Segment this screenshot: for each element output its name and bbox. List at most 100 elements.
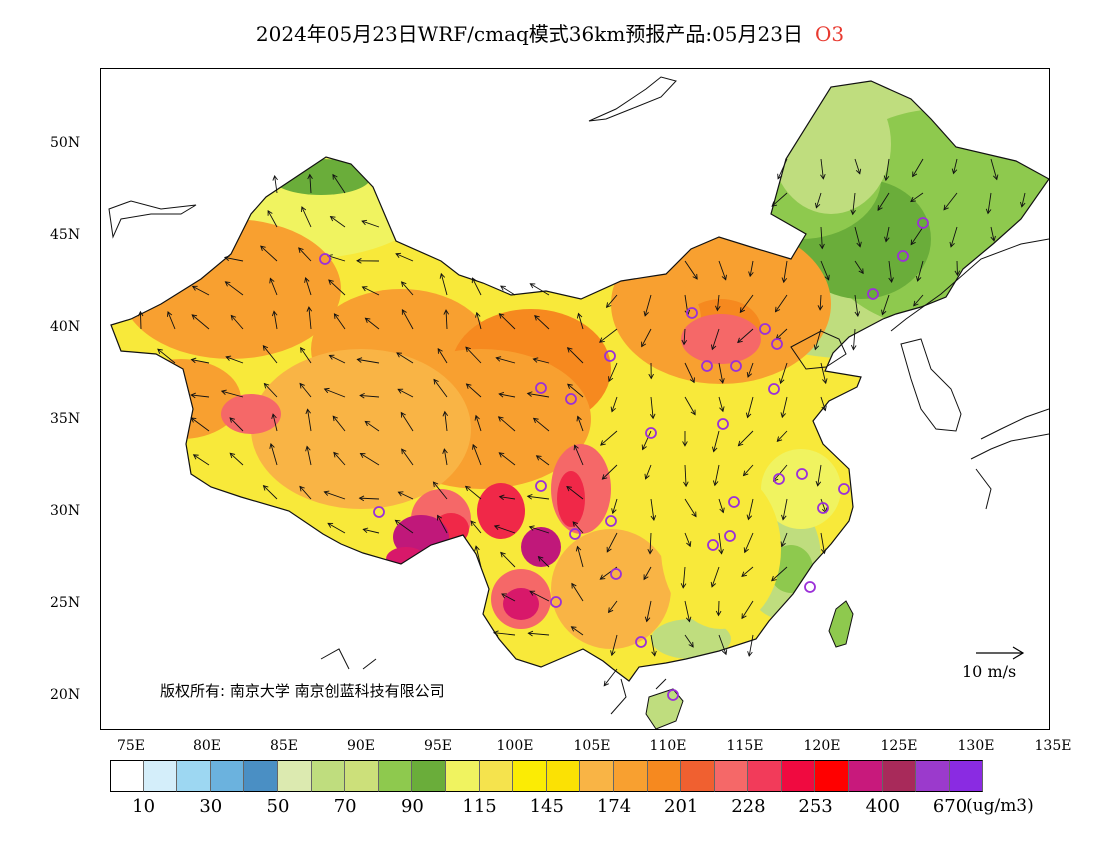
wind-vector	[777, 158, 788, 180]
ozone-concentration-map	[108, 76, 1049, 729]
concentration-region	[551, 529, 671, 649]
wind-vector	[647, 532, 654, 555]
wind-vector	[305, 445, 312, 466]
wind-vector	[813, 328, 822, 351]
lon-label: 90E	[346, 738, 376, 754]
wind-vector	[364, 420, 380, 432]
city-marker-fuzhou	[804, 581, 816, 593]
wind-vector	[362, 527, 380, 534]
concentration-region	[761, 449, 841, 529]
legend-tick-label: 10	[132, 796, 156, 817]
hainan-shape	[645, 688, 684, 729]
city-marker-zhengzhou	[717, 418, 729, 430]
wind-vector	[605, 294, 618, 308]
wind-vector	[780, 396, 788, 419]
wind-vector	[949, 226, 958, 248]
wind-vector	[305, 408, 312, 432]
wind-vector	[471, 277, 482, 296]
city-marker-lanzhou	[565, 393, 577, 405]
concentration-region	[681, 314, 761, 364]
concentration-region	[386, 547, 426, 571]
wind-vector	[300, 346, 312, 364]
balkhash-outline	[108, 200, 197, 239]
legend-tick-label: 70	[333, 796, 357, 817]
wind-vector	[601, 464, 618, 480]
legend-tick-label: 174	[596, 796, 632, 817]
wind-vector	[644, 600, 652, 623]
wind-vector	[498, 494, 516, 501]
wind-vector	[534, 315, 550, 330]
wind-vector	[190, 417, 210, 432]
wind-vector	[718, 362, 725, 384]
wind-vector	[603, 668, 618, 687]
concentration-region	[503, 588, 539, 620]
wind-vector	[465, 383, 482, 398]
wind-vector	[854, 260, 864, 275]
wind-vector	[307, 173, 313, 194]
wind-vector	[710, 566, 720, 588]
legend-unit: (ug/m3)	[966, 796, 1034, 816]
wind-vector	[684, 634, 694, 648]
japan-coast	[970, 408, 1049, 510]
wind-vector	[401, 308, 414, 330]
concentration-region	[521, 527, 561, 567]
wind-vector	[364, 317, 380, 330]
wind-vector	[684, 396, 696, 416]
wind-vector	[649, 396, 656, 420]
city-markers	[319, 217, 929, 701]
wind-vector	[854, 226, 862, 248]
wind-vector	[356, 357, 380, 364]
wind-vector	[748, 260, 754, 278]
wind-vector	[400, 281, 414, 296]
legend-swatch	[110, 760, 144, 792]
wind-vector	[323, 387, 346, 398]
lon-label: 135E	[1034, 738, 1072, 754]
legend-swatch	[412, 760, 446, 792]
gulf-of-tonkin-coast	[610, 678, 667, 715]
wind-vector	[333, 451, 346, 466]
wind-vector	[571, 582, 584, 602]
wind-vector	[710, 328, 720, 351]
city-marker-taiyuan	[701, 360, 713, 372]
wind-vector	[990, 158, 999, 181]
wind-vector	[442, 410, 449, 432]
city-marker-xi-an	[645, 427, 657, 439]
wind-vector	[401, 448, 414, 466]
southeast-asia-coast	[320, 648, 377, 670]
city-marker-beijing	[759, 323, 771, 335]
wind-vector	[746, 498, 754, 521]
lon-label: 75E	[116, 738, 146, 754]
city-marker-lhasa	[373, 506, 385, 518]
legend-tick-label: 90	[400, 796, 424, 817]
wind-vector	[474, 414, 482, 432]
wind-vector	[951, 158, 958, 175]
wind-vector	[358, 495, 380, 502]
wind-vector	[361, 286, 380, 296]
wind-vector	[271, 310, 278, 330]
legend-swatch	[479, 760, 514, 792]
wind-vector	[437, 347, 448, 364]
concentration-region	[477, 483, 525, 539]
wind-vector	[465, 346, 482, 364]
legend-swatch	[177, 760, 211, 792]
wind-vector	[747, 634, 754, 657]
wind-vector	[396, 352, 414, 364]
city-marker-tianjin	[771, 338, 783, 350]
wind-vector	[220, 389, 244, 398]
concentration-region	[557, 471, 585, 527]
legend-swatch	[681, 760, 715, 792]
wind-vector	[397, 388, 414, 398]
wind-vector	[528, 525, 550, 534]
lon-label: 115E	[726, 738, 764, 754]
wind-vector	[648, 362, 654, 380]
taiwan-island	[828, 600, 854, 648]
legend-tick-label: 145	[529, 796, 564, 817]
wind-vector	[535, 455, 550, 466]
wind-vector	[263, 382, 278, 398]
wind-vector	[641, 328, 652, 348]
wind-vector	[814, 192, 822, 209]
city-marker-guiyang	[569, 528, 581, 540]
legend-swatch	[714, 760, 749, 792]
city-marker-kunming	[550, 596, 562, 608]
wind-vector	[608, 600, 618, 614]
